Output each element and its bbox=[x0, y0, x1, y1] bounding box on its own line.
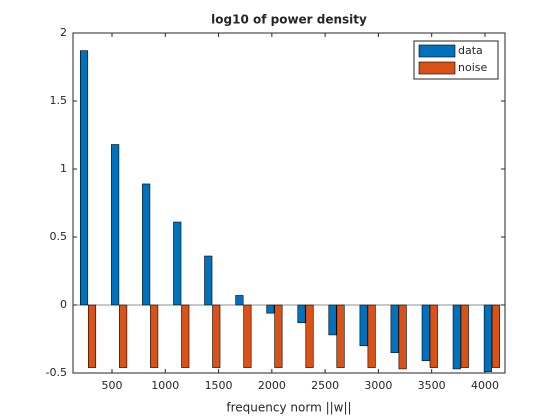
x-tick-label: 1500 bbox=[205, 379, 233, 392]
bar bbox=[452, 304, 461, 370]
bar bbox=[79, 50, 89, 306]
bar bbox=[111, 144, 120, 306]
bar bbox=[367, 304, 376, 368]
bar bbox=[181, 304, 190, 368]
bar bbox=[119, 304, 128, 368]
x-tick-label: 1000 bbox=[151, 379, 179, 392]
bar bbox=[359, 304, 368, 347]
bar bbox=[429, 304, 438, 368]
legend-swatch bbox=[418, 61, 456, 75]
bar bbox=[274, 304, 283, 368]
bar bbox=[336, 304, 345, 368]
y-tick-label: 1 bbox=[60, 162, 67, 175]
bar bbox=[491, 304, 500, 368]
bar bbox=[212, 304, 221, 368]
x-tick-label: 500 bbox=[102, 379, 123, 392]
y-tick-label: 0.5 bbox=[50, 230, 68, 243]
bar bbox=[483, 304, 492, 372]
chart-title: log10 of power density bbox=[211, 13, 367, 27]
bar bbox=[398, 304, 407, 370]
bar bbox=[235, 295, 244, 306]
bar bbox=[87, 304, 97, 368]
plot-area bbox=[72, 32, 506, 374]
bar bbox=[150, 304, 159, 368]
bar bbox=[390, 304, 399, 353]
bar bbox=[305, 304, 314, 368]
y-tick-label: 0 bbox=[60, 298, 67, 311]
y-tick-label: -0.5 bbox=[46, 366, 67, 379]
y-tick-label: 2 bbox=[60, 26, 67, 39]
legend-swatch bbox=[418, 44, 456, 58]
legend-label: data bbox=[458, 44, 483, 57]
bar bbox=[204, 255, 213, 306]
x-tick-label: 2000 bbox=[258, 379, 286, 392]
x-tick-label: 2500 bbox=[311, 379, 339, 392]
y-tick-label: 1.5 bbox=[50, 94, 68, 107]
bar bbox=[421, 304, 430, 362]
bar bbox=[460, 304, 469, 368]
bar bbox=[142, 183, 151, 306]
bar bbox=[266, 304, 275, 314]
x-axis-label: frequency norm ||w|| bbox=[226, 401, 351, 415]
bar bbox=[328, 304, 337, 336]
x-tick-label: 3500 bbox=[418, 379, 446, 392]
legend-label: noise bbox=[458, 61, 487, 74]
x-tick-label: 4000 bbox=[471, 379, 499, 392]
bar bbox=[173, 221, 182, 306]
bar bbox=[243, 304, 252, 368]
x-tick-label: 3000 bbox=[364, 379, 392, 392]
bar bbox=[297, 304, 306, 323]
